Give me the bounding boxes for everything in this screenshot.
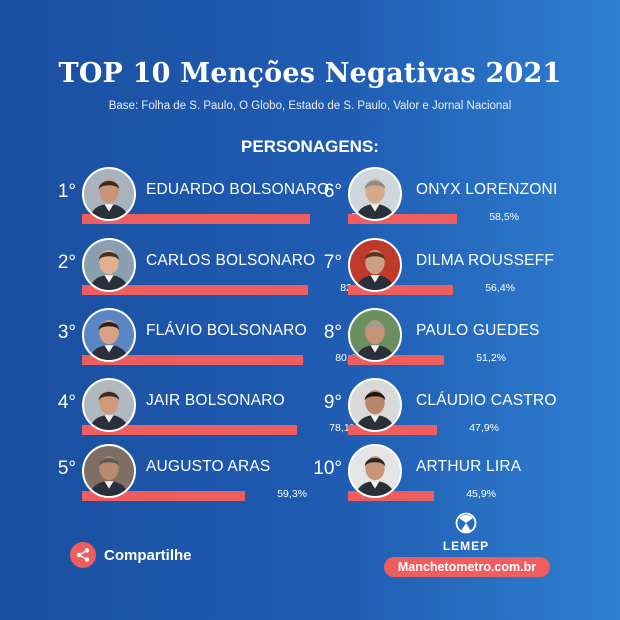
- person-name: JAIR BOLSONARO: [146, 392, 285, 409]
- person-name: PAULO GUEDES: [416, 322, 540, 339]
- person-name: ONYX LORENZONI: [416, 181, 558, 198]
- bar: [82, 285, 308, 295]
- section-label: PERSONAGENS:: [241, 137, 379, 156]
- avatar: [82, 308, 136, 362]
- rank-label: 9°: [323, 392, 342, 413]
- avatar: [348, 378, 402, 432]
- avatar: [348, 308, 402, 362]
- bar: [82, 214, 310, 224]
- avatar: [348, 167, 402, 221]
- bar: [348, 285, 453, 295]
- lemep-logo-icon: [455, 512, 477, 534]
- person-name: AUGUSTO ARAS: [146, 458, 271, 475]
- person-name: DILMA ROUSSEFF: [416, 252, 555, 269]
- rank-label: 7°: [323, 252, 342, 273]
- value-label: 45,9%: [466, 488, 496, 500]
- value-label: 59,3%: [277, 488, 307, 500]
- avatar: [82, 238, 136, 292]
- bar: [82, 491, 245, 501]
- lemep-logo: LEMEP: [426, 512, 506, 553]
- share-button[interactable]: Compartilhe: [70, 542, 192, 568]
- avatar: [348, 238, 402, 292]
- bar: [348, 214, 457, 224]
- bar: [82, 425, 297, 435]
- logo-label: LEMEP: [442, 539, 490, 553]
- person-name: EDUARDO BOLSONARO: [146, 181, 330, 198]
- page-subtitle: Base: Folha de S. Paulo, O Globo, Estado…: [108, 100, 512, 112]
- avatar: [82, 167, 136, 221]
- avatar: [82, 378, 136, 432]
- person-name: FLÁVIO BOLSONARO: [146, 322, 307, 339]
- bar: [348, 491, 434, 501]
- page-title: TOP 10 Menções Negativas 2021: [58, 58, 562, 89]
- rank-label: 2°: [57, 252, 76, 273]
- bar: [348, 355, 444, 365]
- value-label: 56,4%: [485, 282, 515, 294]
- rank-label: 6°: [323, 181, 342, 202]
- avatar: [82, 444, 136, 498]
- rank-label: 3°: [57, 322, 76, 343]
- avatar: [348, 444, 402, 498]
- rank-label: 5°: [57, 458, 76, 479]
- person-name: ARTHUR LIRA: [416, 458, 522, 475]
- bar: [348, 425, 437, 435]
- person-name: CLÁUDIO CASTRO: [416, 392, 557, 409]
- value-label: 51,2%: [476, 352, 506, 364]
- bar: [82, 355, 303, 365]
- value-label: 47,9%: [469, 422, 499, 434]
- rank-label: 4°: [57, 392, 76, 413]
- share-icon: [70, 542, 96, 568]
- value-label: 58,5%: [489, 211, 519, 223]
- rank-label: 1°: [57, 181, 76, 202]
- share-label: Compartilhe: [104, 546, 192, 564]
- rank-label: 10°: [313, 458, 342, 479]
- site-link[interactable]: Manchetometro.com.br: [384, 557, 550, 577]
- person-name: CARLOS BOLSONARO: [146, 252, 316, 269]
- rank-label: 8°: [323, 322, 342, 343]
